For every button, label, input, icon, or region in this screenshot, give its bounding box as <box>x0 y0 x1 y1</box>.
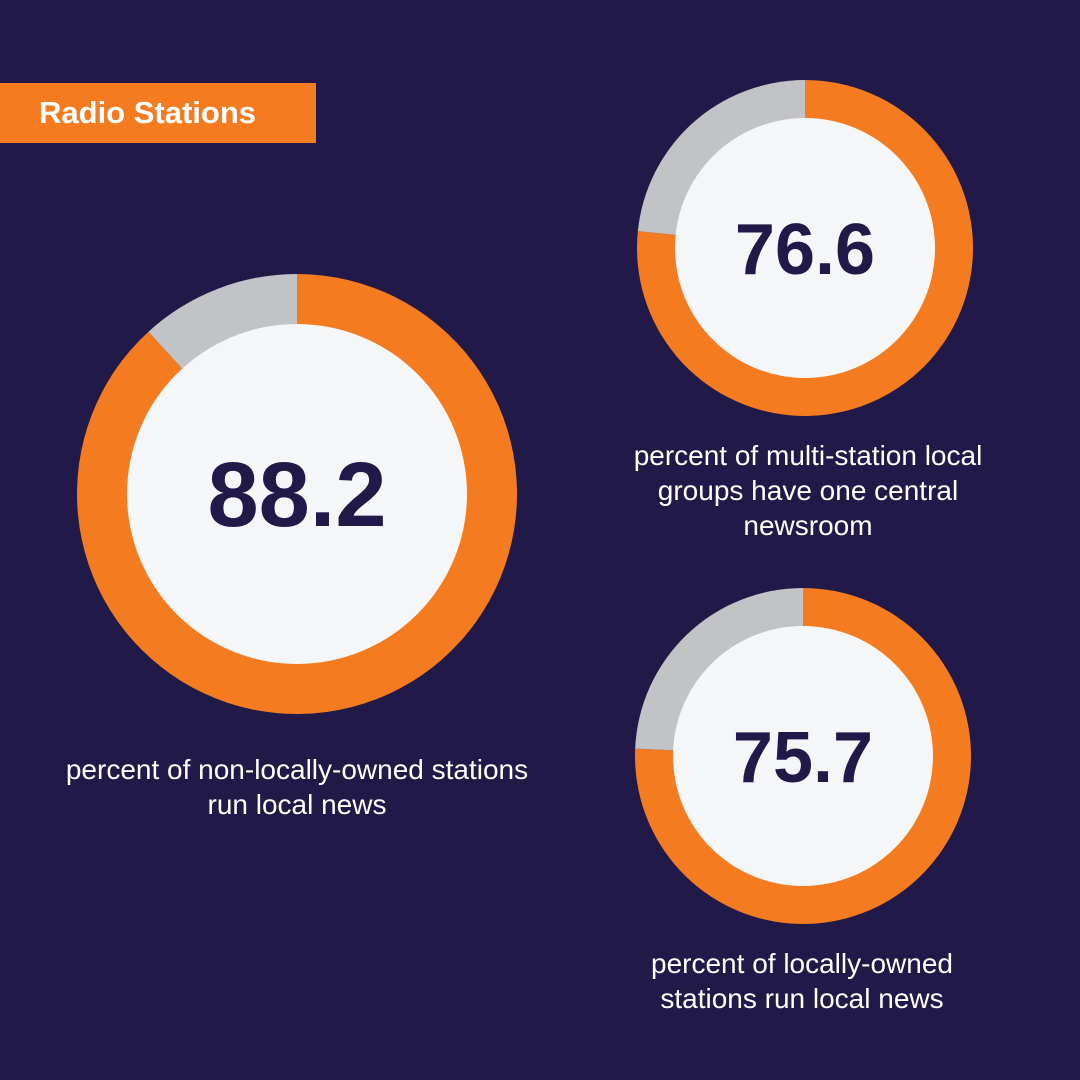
caption-locally-owned: percent of locally-owned stations run lo… <box>651 948 953 1014</box>
donut-center <box>673 626 933 886</box>
donut-value-label: 88.2 <box>207 444 386 546</box>
donut-center <box>675 118 935 378</box>
caption-multi-station-groups: percent of multi-station local groups ha… <box>633 440 983 541</box>
section-banner: Radio Stations <box>0 83 316 143</box>
donut-locally-owned: 75.7 <box>634 588 971 924</box>
donut-center <box>127 324 467 664</box>
donut-non-locally-owned: 88.2 <box>77 274 518 714</box>
donut-value-label: 76.6 <box>735 210 875 290</box>
caption-non-locally-owned: percent of non-locally-owned stations ru… <box>65 754 529 820</box>
donut-multi-station-groups: 76.6 <box>637 80 974 416</box>
donut-value-label: 75.7 <box>733 718 873 798</box>
section-title: Radio Stations <box>39 95 257 130</box>
